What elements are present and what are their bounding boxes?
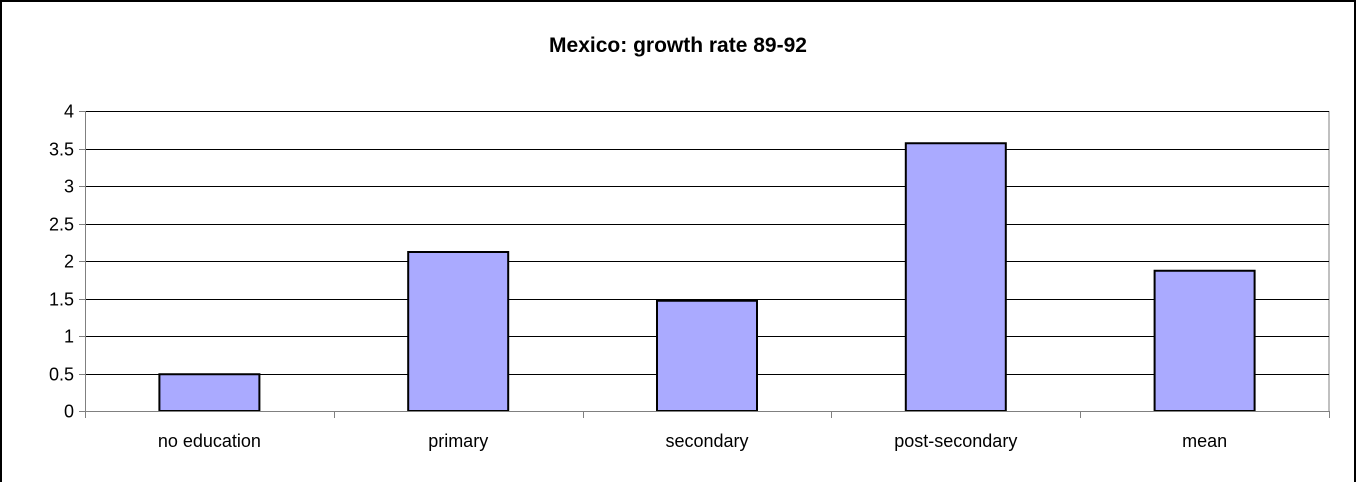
y-tick-label: 3 (64, 177, 74, 197)
x-category-label: no education (158, 431, 261, 451)
x-category-label: post-secondary (894, 431, 1017, 451)
x-category-label: primary (428, 431, 488, 451)
y-tick-labels: 0 0.5 1 1.5 2 2.5 3 3.5 4 (49, 102, 74, 422)
bar-post-secondary (904, 142, 1007, 412)
y-tick-label: 4 (64, 102, 74, 122)
y-tick-label: 2 (64, 252, 74, 272)
y-tick-label: 0 (64, 402, 74, 422)
x-category-label: secondary (665, 431, 748, 451)
bar-mean (1153, 269, 1256, 412)
axis-layer (79, 111, 1330, 418)
y-tick-label: 2.5 (49, 215, 74, 235)
bar-no-education (158, 373, 261, 412)
bars-layer (158, 142, 1256, 412)
y-tick-label: 3.5 (49, 140, 74, 160)
bar-primary (407, 251, 510, 412)
y-tick-label: 1 (64, 327, 74, 347)
x-category-labels: no education primary secondary post-seconda… (158, 431, 1227, 451)
x-category-label: mean (1182, 431, 1227, 451)
grid-layer (85, 111, 1330, 411)
y-tick-label: 0.5 (49, 365, 74, 385)
y-tick-label: 1.5 (49, 290, 74, 310)
chart-title: Mexico: growth rate 89-92 (549, 34, 807, 57)
bar-secondary (656, 299, 758, 412)
